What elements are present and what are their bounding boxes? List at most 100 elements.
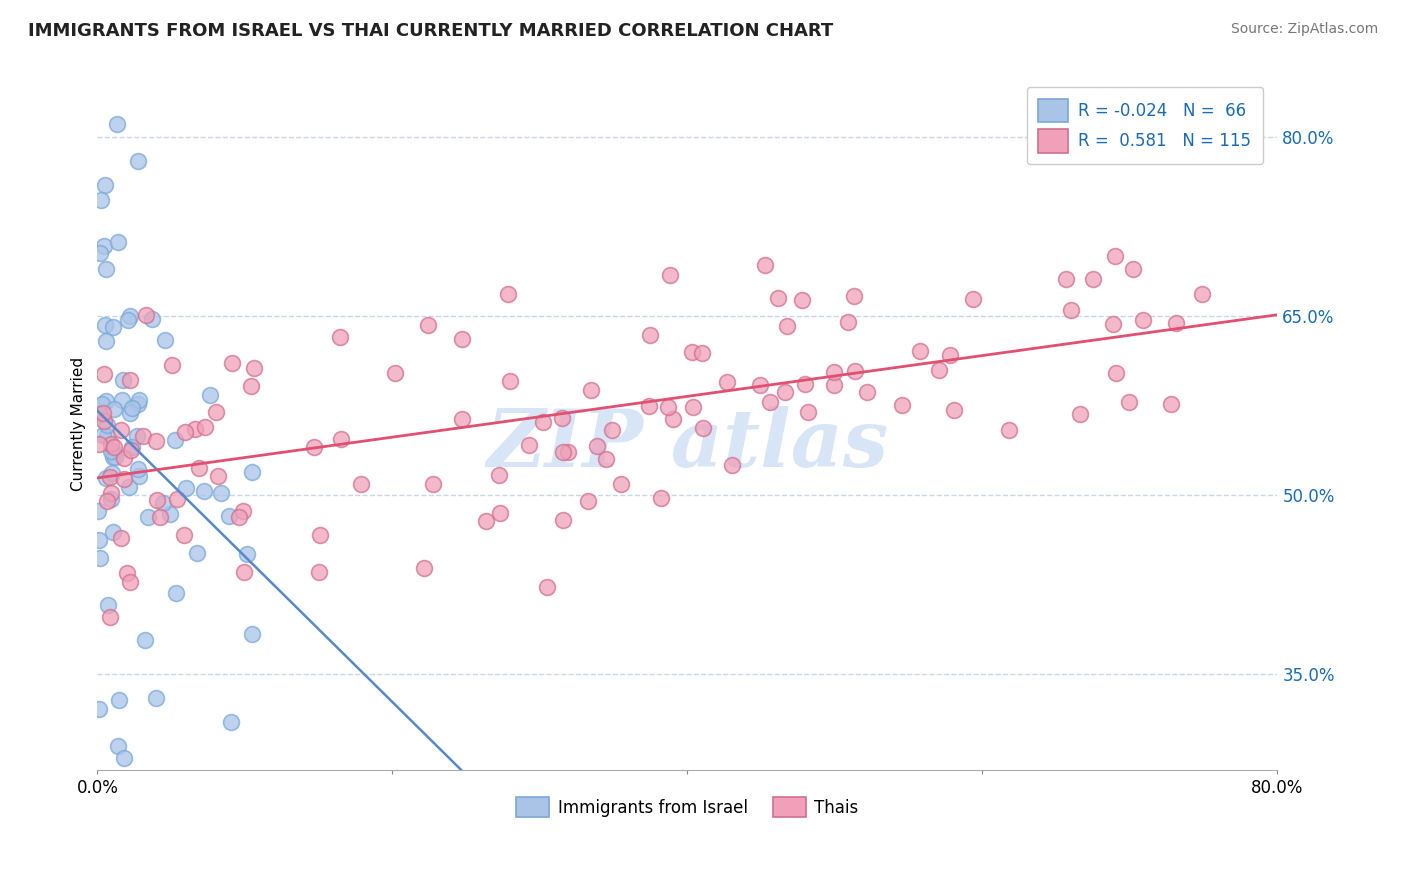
Point [87,503,110,517]
Point [103,440,125,454]
Point [243,361,266,376]
Point [837,315,859,329]
Point [302,440,325,454]
Point [193,483,215,498]
Point [145,434,167,448]
Point [145,493,167,508]
Point [489,506,512,520]
Point [1118,394,1140,409]
Point [682,400,704,414]
Point [120,309,142,323]
Point [218,508,240,523]
Point [330,432,353,446]
Point [184,422,207,436]
Point [128,393,150,408]
Point [186,546,208,560]
Point [155,333,177,347]
Point [422,477,444,491]
Point [1191,286,1213,301]
Point [928,363,950,377]
Point [496,286,519,301]
Point [107,739,129,753]
Point [105,117,128,131]
Point [141,312,163,326]
Point [233,565,256,579]
Point [94,178,117,192]
Point [112,450,135,465]
Point [329,330,352,344]
Point [638,399,661,413]
Point [101,466,124,480]
Point [89,550,111,565]
Point [579,383,602,397]
Point [149,510,172,524]
Point [96,334,118,348]
Point [662,412,685,426]
Point [91,427,114,442]
Point [120,443,142,458]
Point [1105,366,1128,380]
Point [308,566,330,580]
Point [103,401,125,416]
Point [127,154,149,169]
Point [112,751,135,765]
Point [101,445,124,459]
Point [1122,262,1144,277]
Point [98,469,121,483]
Point [108,692,131,706]
Point [96,494,118,508]
Point [657,400,679,414]
Point [204,405,226,419]
Point [499,374,522,388]
Point [96,417,118,432]
Point [98,610,121,624]
Point [125,428,148,442]
Point [586,439,609,453]
Point [681,345,703,359]
Point [240,626,263,640]
Point [551,411,574,425]
Point [101,525,124,540]
Point [100,437,122,451]
Y-axis label: Currently Married: Currently Married [72,357,86,491]
Point [118,480,141,494]
Point [89,407,111,421]
Point [553,513,575,527]
Point [451,332,474,346]
Point [775,318,797,333]
Point [650,491,672,505]
Point [997,423,1019,437]
Point [198,387,221,401]
Point [1160,397,1182,411]
Point [219,715,242,730]
Point [96,429,118,443]
Point [638,328,661,343]
Point [187,460,209,475]
Point [111,373,134,387]
Point [413,561,436,575]
Point [121,440,143,454]
Point [118,373,141,387]
Point [110,423,132,437]
Point [228,509,250,524]
Point [96,262,118,277]
Point [891,398,914,412]
Point [1069,407,1091,421]
Point [152,496,174,510]
Point [754,258,776,272]
Point [160,359,183,373]
Point [97,598,120,612]
Point [90,193,112,207]
Point [844,364,866,378]
Text: ZIP atlas: ZIP atlas [486,406,889,483]
Point [174,425,197,440]
Point [128,469,150,483]
Point [797,405,820,419]
Point [112,472,135,486]
Point [766,291,789,305]
Point [595,452,617,467]
Point [93,413,115,427]
Point [1102,317,1125,331]
Point [1081,272,1104,286]
Point [96,471,118,485]
